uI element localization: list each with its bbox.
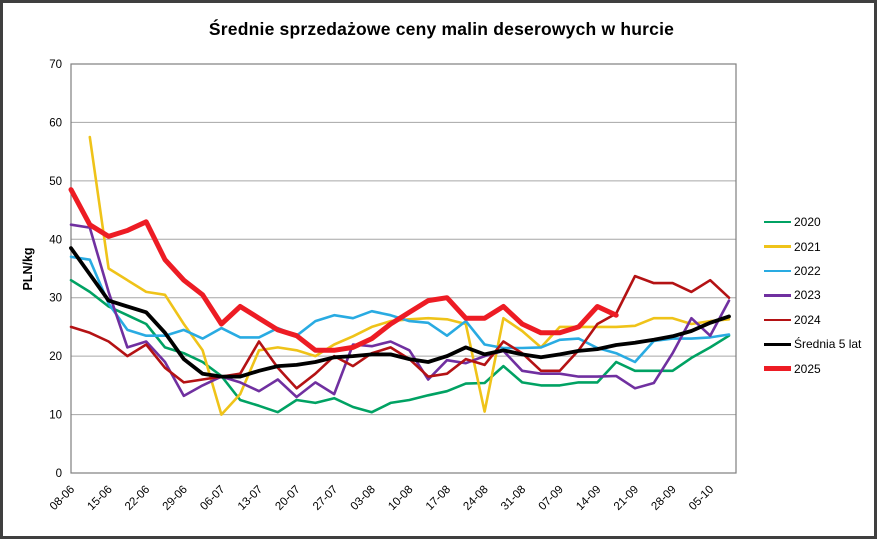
x-tick-label-17-08: 17-08 — [424, 484, 453, 513]
legend-item-2022: 2022 — [764, 259, 874, 283]
x-axis-tick-labels: 08-06 15-06 22-06 29-06 06-07 13-07 20-07 27-07… — [48, 484, 716, 513]
legend-swatch-2025 — [764, 366, 791, 371]
y-tick-label-0: 0 — [56, 468, 62, 480]
x-tick-label-14-09: 14-09 — [574, 484, 603, 513]
legend-label-2025: 2025 — [794, 361, 821, 376]
legend-item-2020: 2020 — [764, 210, 874, 234]
legend-label-2023: 2023 — [794, 288, 821, 303]
legend-swatch-2022 — [764, 269, 791, 273]
legend-label-2021: 2021 — [794, 239, 821, 254]
legend-item-2024: 2024 — [764, 308, 874, 332]
x-tick-label-03-08: 03-08 — [349, 484, 378, 513]
x-tick-label-15-06: 15-06 — [85, 484, 114, 513]
legend-label-2020: 2020 — [794, 215, 821, 230]
x-tick-label-24-08: 24-08 — [461, 484, 490, 513]
x-tick-label-29-06: 29-06 — [161, 484, 190, 513]
y-tick-label-40: 40 — [49, 234, 62, 246]
y-tick-label-50: 50 — [49, 176, 62, 188]
legend-label-rednia-5-lat: Średnia 5 lat — [794, 337, 862, 352]
series-line-2021 — [88, 135, 731, 416]
legend-item-2021: 2021 — [764, 234, 874, 258]
legend-item-2023: 2023 — [764, 283, 874, 307]
legend-label-2024: 2024 — [794, 312, 821, 327]
y-tick-label-70: 70 — [49, 59, 62, 71]
y-axis-tick-labels: 0 10 20 30 40 50 60 70 — [49, 59, 62, 480]
x-tick-label-20-07: 20-07 — [273, 484, 302, 513]
y-tick-label-20: 20 — [49, 351, 62, 363]
legend-item-rednia-5-lat: Średnia 5 lat — [764, 332, 874, 356]
series-line-rednia-5-lat — [69, 246, 731, 379]
x-tick-label-22-06: 22-06 — [123, 484, 152, 513]
legend-swatch-2023 — [764, 294, 791, 297]
x-tick-label-10-08: 10-08 — [386, 484, 415, 513]
x-tick-label-05-10: 05-10 — [687, 484, 716, 513]
chart-legend: 2020 2021 2022 2023 2024 Średnia 5 lat 2025 — [764, 210, 874, 381]
series-line-2024 — [69, 274, 731, 390]
legend-swatch-2024 — [764, 318, 791, 321]
y-axis-label: PLN/kg — [21, 247, 35, 290]
x-tick-label-06-07: 06-07 — [198, 484, 227, 513]
legend-label-2022: 2022 — [794, 263, 821, 278]
plot-border — [70, 63, 737, 474]
x-tick-label-28-09: 28-09 — [649, 484, 678, 513]
price-chart: 0 10 20 30 40 50 60 70 PLN/kg 08-06 15-06 22-06 29-0… — [21, 59, 737, 513]
x-tick-label-08-06: 08-06 — [48, 484, 77, 513]
legend-swatch-2021 — [764, 245, 791, 248]
chart-title: Średnie sprzedażowe ceny malin deserowyc… — [208, 19, 675, 39]
x-tick-label-21-09: 21-09 — [612, 484, 641, 513]
series-line-2025 — [68, 187, 619, 353]
x-tick-label-31-08: 31-08 — [499, 484, 528, 513]
legend-swatch-2020 — [764, 220, 791, 224]
series-lines — [68, 135, 731, 416]
x-tick-label-13-07: 13-07 — [236, 484, 265, 513]
legend-item-2025: 2025 — [764, 356, 874, 380]
x-tick-label-27-07: 27-07 — [311, 484, 340, 513]
x-tick-label-07-09: 07-09 — [537, 484, 566, 513]
y-tick-label-30: 30 — [49, 293, 62, 305]
legend-swatch-rednia-5-lat — [764, 342, 791, 346]
y-tick-label-60: 60 — [49, 117, 62, 129]
series-line-2023 — [69, 223, 731, 399]
y-tick-label-10: 10 — [49, 410, 62, 422]
